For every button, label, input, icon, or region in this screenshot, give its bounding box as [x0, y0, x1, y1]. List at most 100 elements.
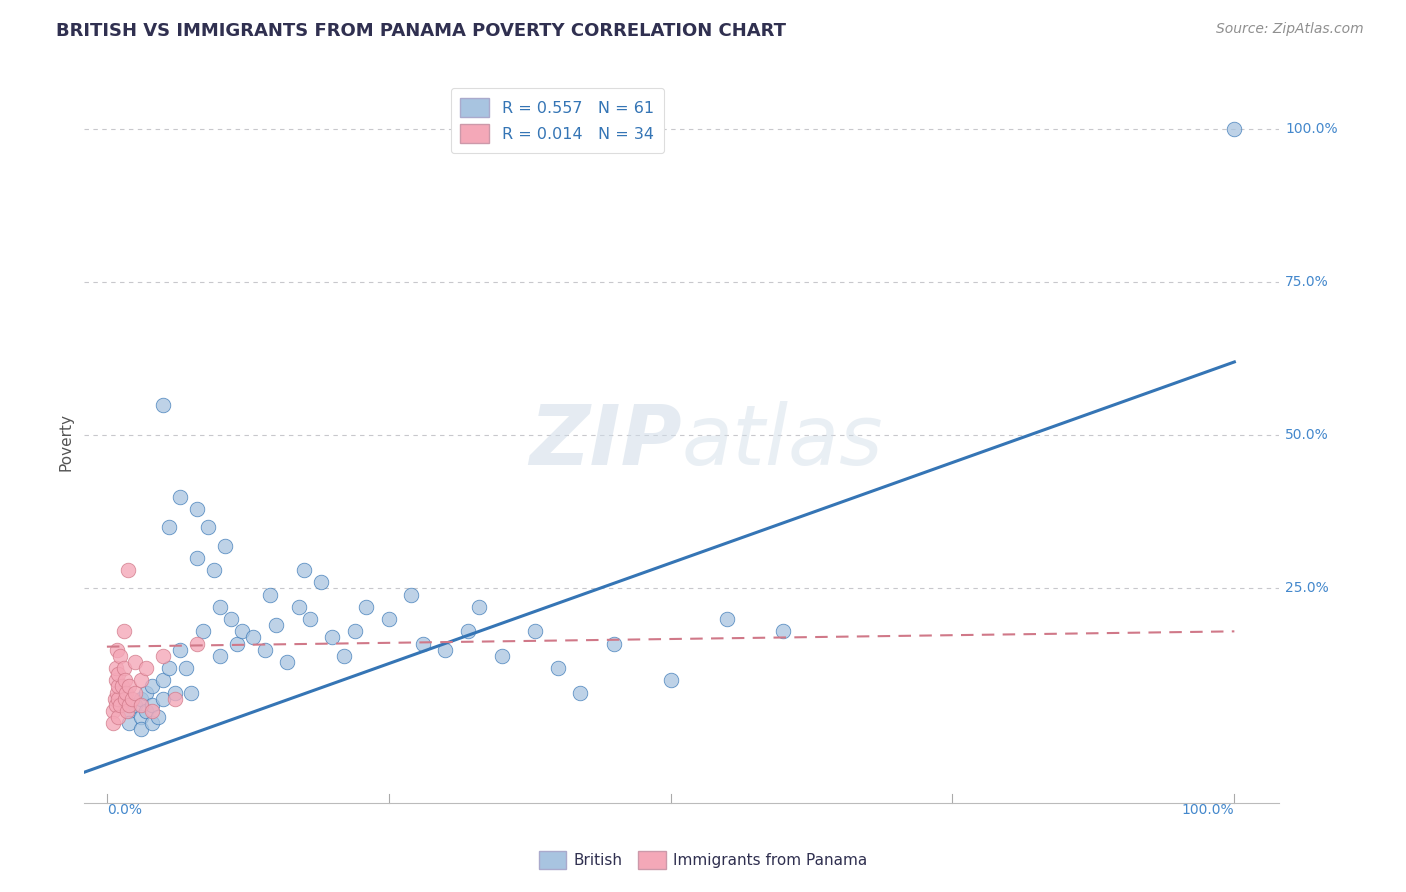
Point — [105, 685, 128, 699]
Point — [309, 575, 332, 590]
Point — [110, 648, 132, 663]
Point — [107, 710, 129, 724]
Point — [772, 624, 794, 639]
Point — [659, 673, 682, 688]
Point — [107, 691, 129, 706]
Point — [197, 520, 219, 534]
Point — [104, 691, 127, 706]
Point — [112, 624, 135, 639]
Point — [146, 710, 169, 724]
Point — [141, 716, 163, 731]
Point — [332, 648, 354, 663]
Text: 75.0%: 75.0% — [1285, 276, 1329, 289]
Point — [105, 642, 128, 657]
Point — [135, 661, 157, 675]
Point — [152, 673, 174, 688]
Point — [104, 661, 127, 675]
Point — [101, 716, 124, 731]
Point — [129, 698, 152, 712]
Point — [117, 563, 139, 577]
Point — [129, 691, 152, 706]
Point — [253, 642, 276, 657]
Point — [141, 680, 163, 694]
Point — [124, 685, 146, 699]
Point — [118, 716, 141, 731]
Point — [135, 704, 157, 718]
Point — [104, 698, 127, 712]
Point — [242, 631, 264, 645]
Point — [169, 490, 191, 504]
Point — [264, 618, 287, 632]
Point — [141, 698, 163, 712]
Point — [124, 698, 146, 712]
Point — [457, 624, 479, 639]
Point — [152, 691, 174, 706]
Point — [378, 612, 401, 626]
Point — [231, 624, 253, 639]
Point — [412, 637, 434, 651]
Point — [157, 661, 180, 675]
Point — [259, 588, 281, 602]
Text: 100.0%: 100.0% — [1181, 803, 1234, 817]
Point — [208, 599, 231, 614]
Point — [163, 691, 186, 706]
Y-axis label: Poverty: Poverty — [58, 412, 73, 471]
Point — [152, 648, 174, 663]
Point — [124, 655, 146, 669]
Legend: R = 0.557   N = 61, R = 0.014   N = 34: R = 0.557 N = 61, R = 0.014 N = 34 — [451, 88, 664, 153]
Point — [163, 685, 186, 699]
Point — [121, 691, 143, 706]
Text: 25.0%: 25.0% — [1285, 582, 1329, 596]
Text: 50.0%: 50.0% — [1285, 428, 1329, 442]
Point — [354, 599, 377, 614]
Point — [118, 704, 141, 718]
Point — [468, 599, 491, 614]
Point — [110, 698, 132, 712]
Point — [129, 710, 152, 724]
Point — [716, 612, 738, 626]
Point — [401, 588, 423, 602]
Point — [225, 637, 247, 651]
Point — [152, 398, 174, 412]
Point — [287, 599, 309, 614]
Point — [569, 685, 592, 699]
Point — [101, 704, 124, 718]
Point — [169, 642, 191, 657]
Point — [191, 624, 214, 639]
Legend: British, Immigrants from Panama: British, Immigrants from Panama — [533, 845, 873, 875]
Point — [186, 550, 208, 565]
Point — [219, 612, 242, 626]
Text: BRITISH VS IMMIGRANTS FROM PANAMA POVERTY CORRELATION CHART: BRITISH VS IMMIGRANTS FROM PANAMA POVERT… — [56, 22, 786, 40]
Point — [343, 624, 366, 639]
Point — [491, 648, 513, 663]
Point — [115, 704, 138, 718]
Point — [202, 563, 225, 577]
Text: Source: ZipAtlas.com: Source: ZipAtlas.com — [1216, 22, 1364, 37]
Point — [107, 667, 129, 681]
Point — [434, 642, 457, 657]
Point — [547, 661, 569, 675]
Point — [118, 680, 141, 694]
Point — [135, 685, 157, 699]
Text: 100.0%: 100.0% — [1285, 122, 1337, 136]
Point — [1223, 122, 1246, 136]
Point — [186, 502, 208, 516]
Point — [114, 691, 136, 706]
Point — [157, 520, 180, 534]
Text: 0.0%: 0.0% — [107, 803, 142, 817]
Point — [603, 637, 626, 651]
Point — [115, 685, 138, 699]
Point — [276, 655, 298, 669]
Text: atlas: atlas — [682, 401, 883, 482]
Point — [104, 673, 127, 688]
Point — [292, 563, 315, 577]
Point — [186, 637, 208, 651]
Point — [141, 704, 163, 718]
Point — [321, 631, 343, 645]
Point — [114, 673, 136, 688]
Point — [214, 539, 236, 553]
Point — [107, 680, 129, 694]
Point — [298, 612, 321, 626]
Point — [208, 648, 231, 663]
Text: ZIP: ZIP — [529, 401, 682, 482]
